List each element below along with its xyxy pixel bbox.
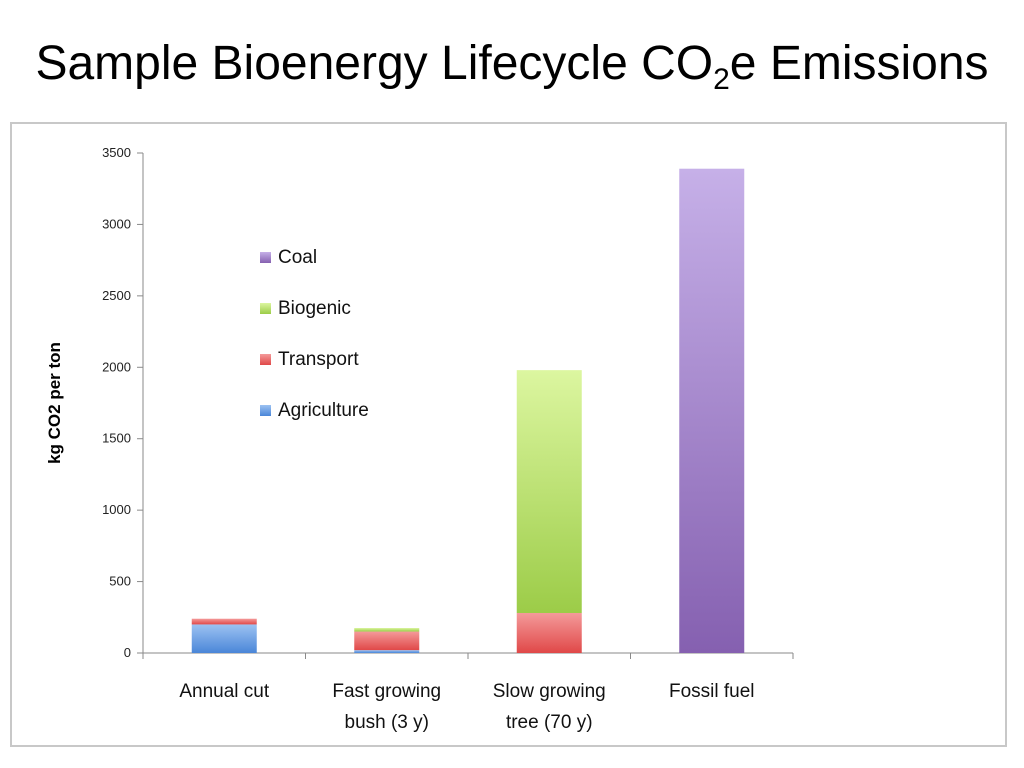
legend-swatch-biogenic <box>260 303 271 314</box>
legend-label-agriculture: Agriculture <box>278 400 369 421</box>
y-axis: 0 500 1000 1500 2000 2500 3000 3500 <box>102 145 144 660</box>
bar-segment-coal <box>679 168 745 653</box>
y-tick-label: 2500 <box>102 288 131 303</box>
x-category-label: Fast growing <box>332 681 441 702</box>
title-tail: e Emissions <box>729 37 989 90</box>
y-tick-label: 1500 <box>102 431 131 446</box>
bar-segment-transport <box>516 613 582 653</box>
y-axis-title: kg CO2 per ton <box>45 342 64 464</box>
legend-label-coal: Coal <box>278 247 317 268</box>
y-tick-label: 500 <box>109 574 131 589</box>
x-axis: Annual cut Fast growing bush (3 y) Slow gro… <box>142 652 794 733</box>
bar-chart: 0 500 1000 1500 2000 2500 3000 3500 Annual cut F… <box>45 145 794 733</box>
y-tick-label: 3000 <box>102 216 131 231</box>
chart-frame: 0 500 1000 1500 2000 2500 3000 3500 Annual cut F… <box>10 122 1007 747</box>
bar-segment-biogenic <box>354 628 420 632</box>
bars <box>191 168 745 653</box>
legend: Coal Biogenic Transport Agriculture <box>260 247 369 421</box>
y-tick-label: 2000 <box>102 359 131 374</box>
title-subscript: 2 <box>713 63 730 96</box>
y-tick-label: 3500 <box>102 145 131 160</box>
x-category-label: Annual cut <box>179 681 270 702</box>
x-category-label: tree (70 y) <box>506 712 593 733</box>
bar-segment-agriculture <box>191 624 257 653</box>
legend-swatch-coal <box>260 252 271 263</box>
slide-title: Sample Bioenergy Lifecycle CO2e Emission… <box>0 34 1024 96</box>
x-category-label: Fossil fuel <box>669 681 755 702</box>
bar-segment-agriculture <box>354 650 420 653</box>
legend-label-transport: Transport <box>278 349 359 370</box>
title-main: Sample Bioenergy Lifecycle CO <box>35 37 714 90</box>
bar-segment-transport <box>191 618 257 625</box>
legend-label-biogenic: Biogenic <box>278 298 351 319</box>
bar-segment-transport <box>354 631 420 651</box>
bar-segment-biogenic <box>516 370 582 613</box>
legend-swatch-agriculture <box>260 405 271 416</box>
y-tick-label: 1000 <box>102 502 131 517</box>
x-category-label: Slow growing <box>493 681 606 702</box>
legend-swatch-transport <box>260 354 271 365</box>
x-category-label: bush (3 y) <box>345 712 429 733</box>
y-tick-label: 0 <box>124 645 131 660</box>
